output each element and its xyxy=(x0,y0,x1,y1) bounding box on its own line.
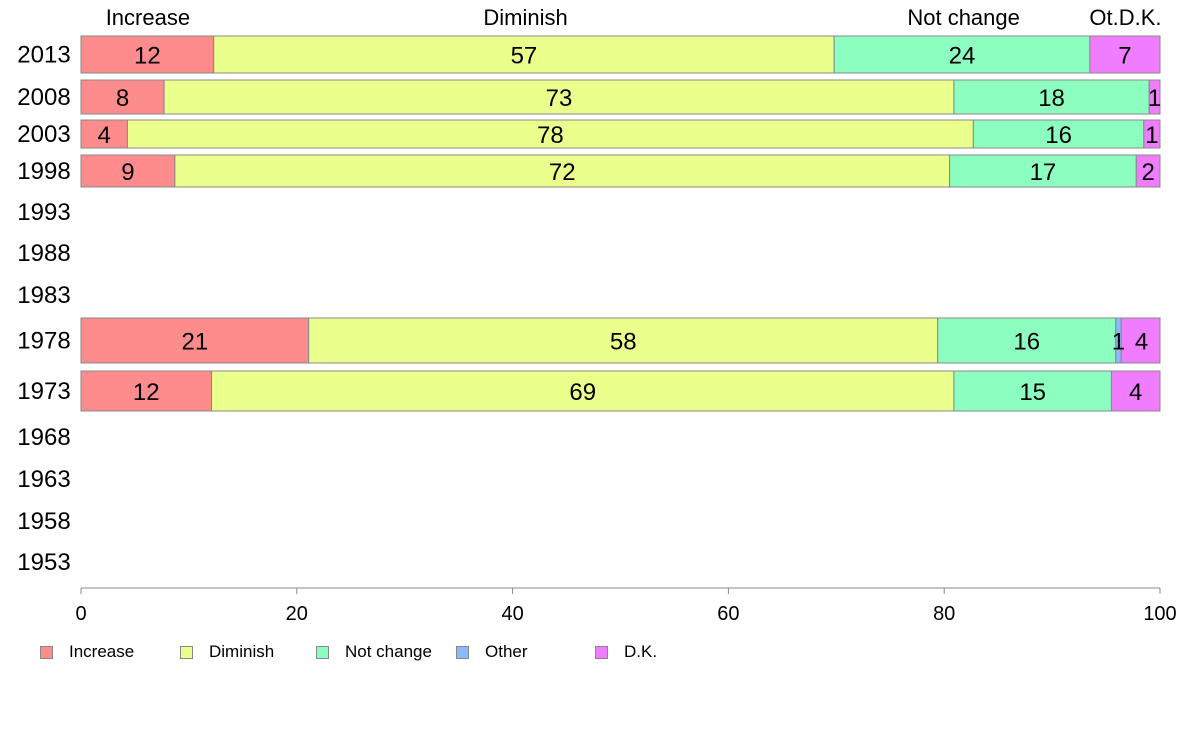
x-tick-label-0: 0 xyxy=(75,603,86,625)
bar-d-k--2008 xyxy=(1148,79,1161,115)
year-label-1993: 1993 xyxy=(17,199,70,226)
bar-d-k--1973 xyxy=(1110,370,1161,412)
year-label-1963: 1963 xyxy=(17,466,70,493)
bar-not-change-2013 xyxy=(833,35,1091,74)
x-tick-label-60: 60 xyxy=(717,603,739,625)
bar-diminish-2013 xyxy=(213,35,835,74)
value-label-other-1978: 1 xyxy=(1112,329,1125,356)
bar-diminish-1978 xyxy=(308,317,939,364)
year-label-1983: 1983 xyxy=(17,282,70,309)
value-label-d-k--2013: 7 xyxy=(1118,43,1131,70)
bar-not-change-2008 xyxy=(953,79,1150,115)
legend-swatch-other xyxy=(456,645,469,659)
legend-label-other: Other xyxy=(485,642,528,661)
year-label-2003: 2003 xyxy=(17,121,70,148)
value-label-diminish-2013: 57 xyxy=(511,43,538,70)
legend-label-not-change: Not change xyxy=(345,642,432,661)
bar-d-k--1998 xyxy=(1135,154,1161,188)
x-axis: 0 20 40 60 80 100 xyxy=(75,587,1177,625)
year-label-1968: 1968 xyxy=(17,424,70,451)
bar-not-change-1973 xyxy=(953,370,1112,412)
value-label-increase-2003: 4 xyxy=(98,122,111,149)
bar-increase-2003 xyxy=(80,119,128,149)
bar-increase-1973 xyxy=(80,370,213,412)
value-label-increase-2013: 12 xyxy=(134,43,161,70)
bar-diminish-1998 xyxy=(174,154,951,188)
value-label-increase-1978: 21 xyxy=(181,329,208,356)
segment-labels-group: 12 57 24 78 73 18 14 78 16 19 72 17 221 58 16 112 69 15 44 xyxy=(98,43,1162,407)
value-label-d-k--1998: 2 xyxy=(1141,159,1154,186)
value-label-not-change-1998: 17 xyxy=(1030,159,1057,186)
top-label-diminish: Diminish xyxy=(483,5,567,30)
value-label-not-change-1973: 15 xyxy=(1019,379,1046,406)
top-label-increase: Increase xyxy=(106,5,190,30)
stacked-bar-chart: 12 57 24 78 73 18 14 78 16 19 72 17 221 58 16 112 69 15 44… xyxy=(17,5,1177,625)
x-tick-label-40: 40 xyxy=(501,603,523,625)
bar-increase-1978 xyxy=(80,317,310,364)
year-label-1973: 1973 xyxy=(17,378,70,405)
bar-increase-1998 xyxy=(80,154,176,188)
legend-label-diminish: Diminish xyxy=(209,642,275,661)
legend-item-diminish: Diminish xyxy=(180,641,274,663)
bar-d-k--2003 xyxy=(1143,119,1161,149)
value-label-not-change-2013: 24 xyxy=(949,43,976,70)
year-label-1998: 1998 xyxy=(17,158,70,185)
value-label-increase-1998: 9 xyxy=(121,159,134,186)
top-labels-group: Increase Diminish Not change Ot.D.K. xyxy=(106,5,1162,30)
value-label-d-k--2003: 1 xyxy=(1145,122,1158,149)
legend: Increase Diminish Not change Other D.K. xyxy=(40,641,840,663)
value-label-diminish-2003: 78 xyxy=(537,122,564,149)
legend-swatch-d-k- xyxy=(595,645,608,659)
value-label-diminish-2008: 73 xyxy=(546,85,573,112)
legend-item-d-k-: D.K. xyxy=(595,641,657,663)
value-label-diminish-1998: 72 xyxy=(549,159,576,186)
legend-label-increase: Increase xyxy=(69,642,135,661)
year-label-2008: 2008 xyxy=(17,84,70,111)
bars-group xyxy=(80,35,1161,412)
bar-diminish-2003 xyxy=(126,119,974,149)
value-label-d-k--1973: 4 xyxy=(1129,379,1142,406)
x-tick-label-100: 100 xyxy=(1143,603,1176,625)
legend-label-d-k-: D.K. xyxy=(624,642,658,661)
top-label-not-change: Not change xyxy=(907,5,1020,30)
value-label-not-change-1978: 16 xyxy=(1013,329,1040,356)
year-label-1988: 1988 xyxy=(17,240,70,267)
value-label-increase-1973: 12 xyxy=(133,379,160,406)
bar-not-change-1978 xyxy=(937,317,1117,364)
legend-item-other: Other xyxy=(456,641,528,663)
value-label-d-k--2008: 1 xyxy=(1148,85,1161,112)
bar-d-k--2013 xyxy=(1089,35,1161,74)
year-label-1978: 1978 xyxy=(17,328,70,355)
legend-swatch-increase xyxy=(40,645,53,659)
year-labels-group: 2013 2008 2003 1998 1993 1988 1983 1978 1973 1968… xyxy=(17,42,70,577)
value-label-extra-d-k--1978: 4 xyxy=(1135,329,1148,356)
legend-item-not-change: Not change xyxy=(316,641,432,663)
legend-swatch-not-change xyxy=(316,645,329,659)
year-label-1958: 1958 xyxy=(17,508,70,535)
bar-increase-2008 xyxy=(80,79,165,115)
x-tick-label-80: 80 xyxy=(933,603,955,625)
bar-diminish-2008 xyxy=(163,79,955,115)
bar-diminish-1973 xyxy=(211,370,955,412)
value-label-not-change-2003: 16 xyxy=(1045,122,1072,149)
value-label-increase-2008: 8 xyxy=(116,85,129,112)
bar-increase-2013 xyxy=(80,35,215,74)
bar-not-change-2003 xyxy=(972,119,1145,149)
legend-swatch-diminish xyxy=(180,645,193,659)
value-label-not-change-2008: 18 xyxy=(1038,85,1065,112)
bar-d-k--1978 xyxy=(1120,317,1161,364)
x-tick-label-20: 20 xyxy=(286,603,308,625)
value-label-diminish-1978: 58 xyxy=(610,329,637,356)
year-label-1953: 1953 xyxy=(17,549,70,576)
top-label-ot-d-k-: Ot.D.K. xyxy=(1089,5,1161,30)
year-label-2013: 2013 xyxy=(17,42,70,69)
value-label-diminish-1973: 69 xyxy=(569,379,596,406)
legend-item-increase: Increase xyxy=(40,641,134,663)
